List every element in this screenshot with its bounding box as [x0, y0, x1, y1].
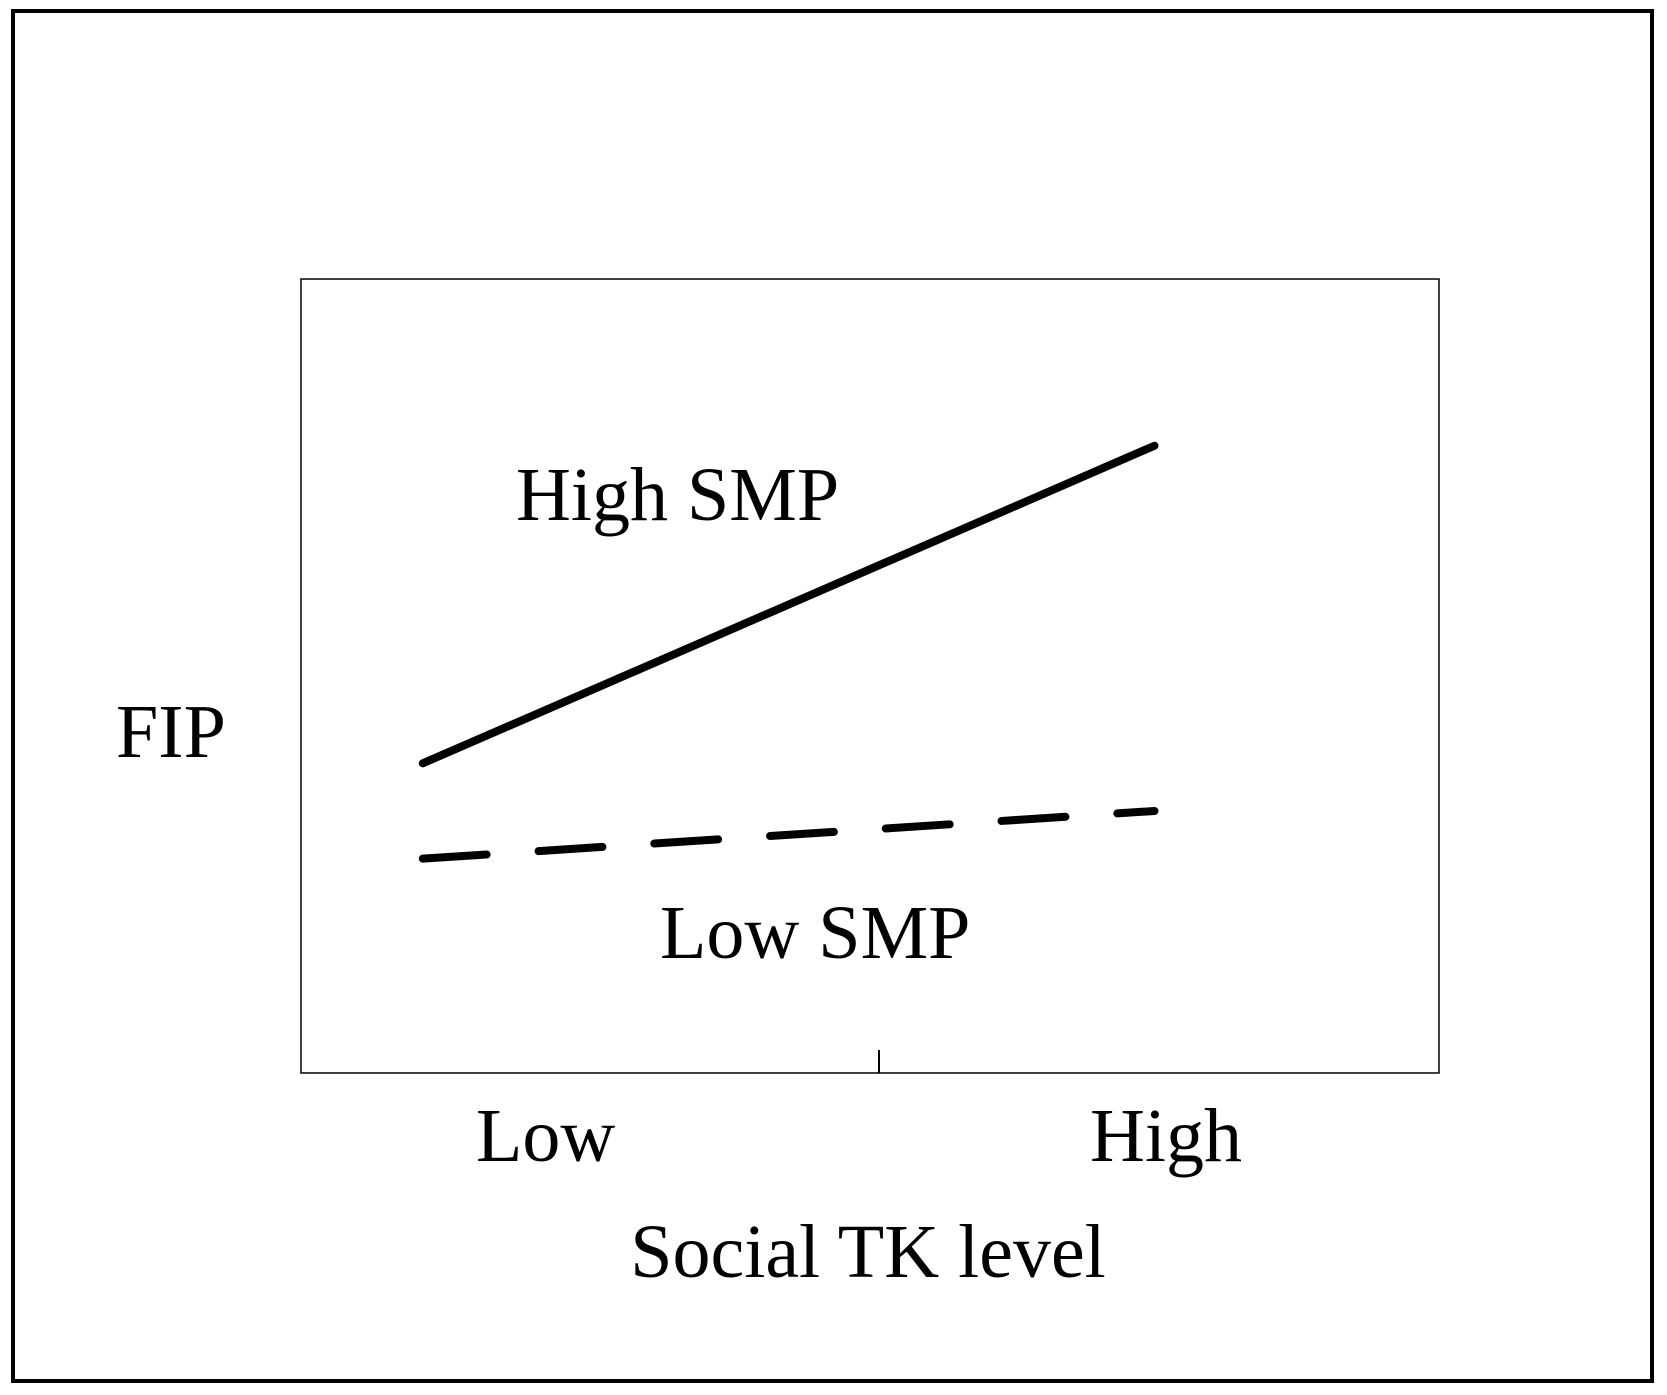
series-label: High SMP	[516, 453, 839, 537]
x-axis-label: Social TK level	[630, 1210, 1106, 1294]
series-line	[418, 806, 1159, 863]
series-line	[418, 441, 1159, 768]
x-tick-label: Low	[476, 1094, 615, 1178]
x-tick-label: High	[1090, 1094, 1242, 1178]
plot-frame	[300, 278, 1440, 1074]
series-label: Low SMP	[660, 891, 970, 975]
y-axis-label: FIP	[116, 690, 226, 774]
outer-frame	[11, 9, 1654, 1383]
